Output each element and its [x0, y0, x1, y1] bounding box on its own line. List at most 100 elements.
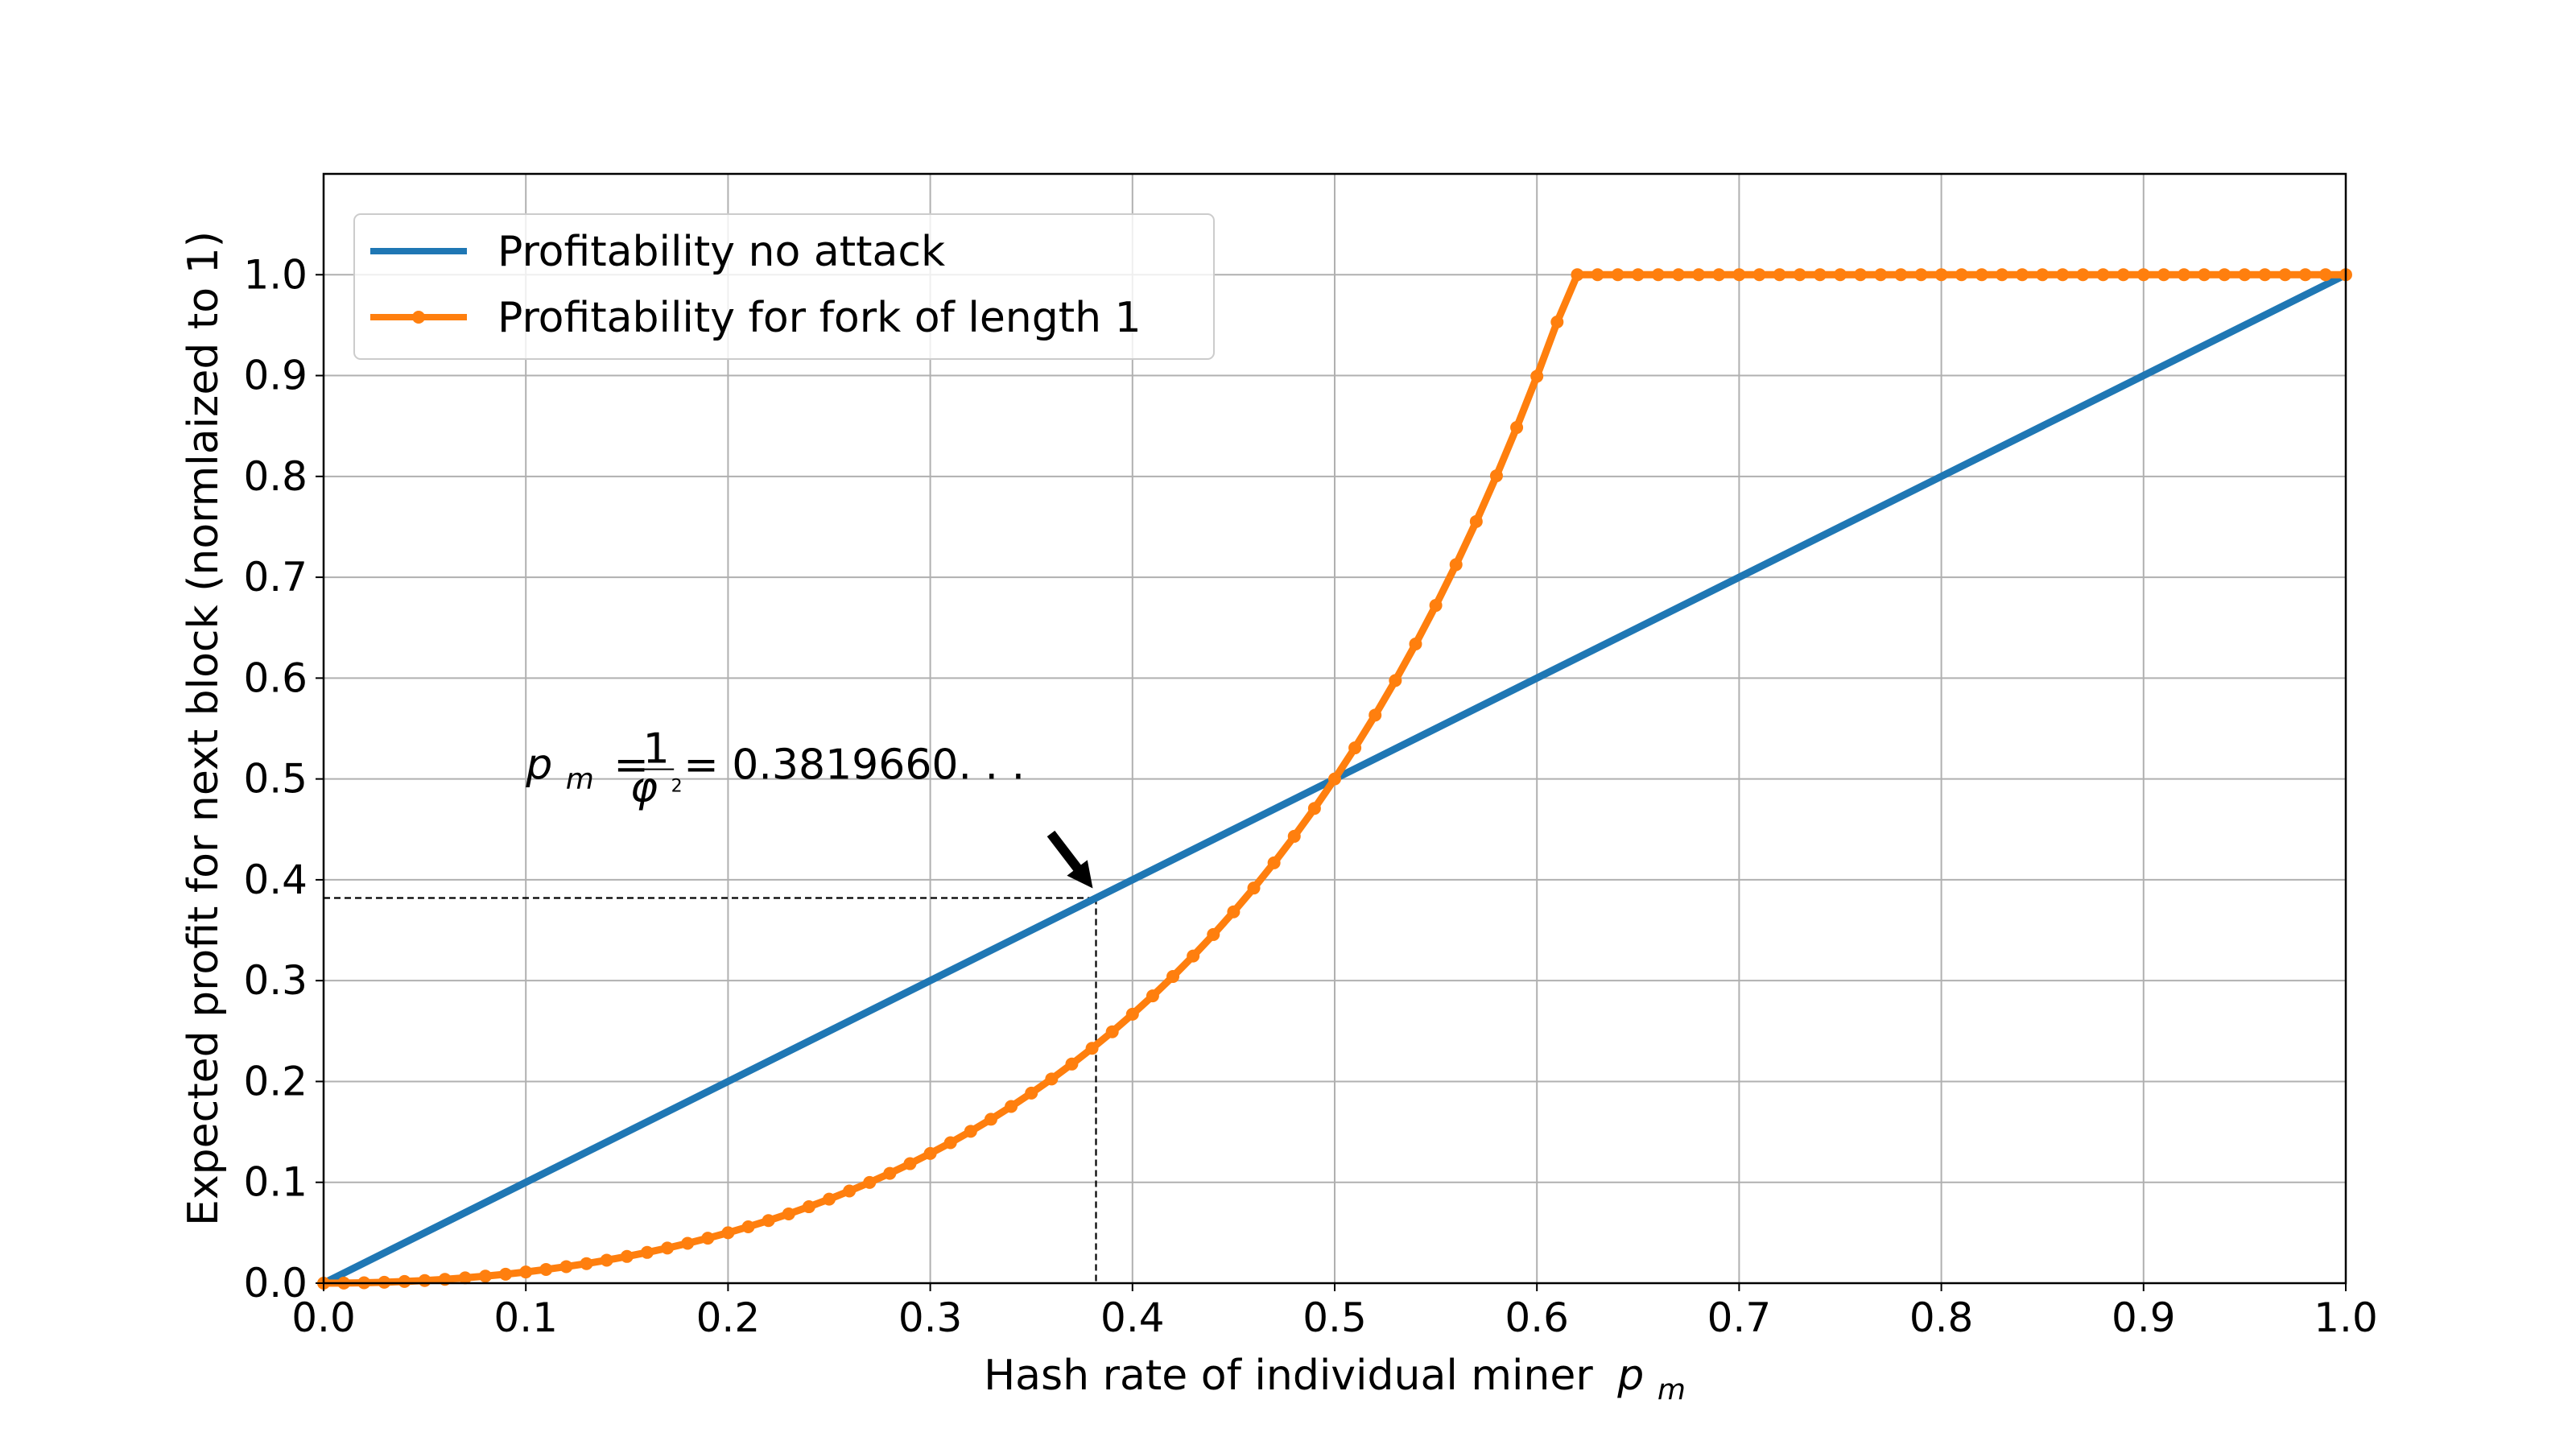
y-tick-label: 0.0 [243, 1260, 308, 1307]
data-point [1752, 268, 1766, 282]
data-point [1550, 316, 1564, 329]
data-point [1934, 268, 1948, 282]
data-point [600, 1253, 613, 1267]
annotation-numerator: 1 [643, 725, 670, 774]
data-point [1469, 514, 1483, 528]
data-point [2016, 268, 2029, 282]
data-point [1085, 1042, 1099, 1055]
legend: Profitability no attack Profitability fo… [353, 213, 1215, 360]
data-point [741, 1220, 755, 1233]
x-tick-label: 0.5 [1302, 1294, 1367, 1341]
series-layer [317, 268, 2352, 1290]
data-point [1874, 268, 1888, 282]
data-point [559, 1260, 573, 1274]
data-point [1227, 905, 1241, 919]
data-point [2278, 268, 2292, 282]
data-point [2198, 268, 2211, 282]
x-tick-label: 0.4 [1100, 1294, 1165, 1341]
data-point [1409, 638, 1422, 651]
annotation-symbol: p [525, 741, 552, 790]
data-point [863, 1175, 877, 1189]
data-point [418, 1274, 431, 1287]
data-point [823, 1192, 836, 1206]
data-point [1672, 268, 1686, 282]
legend-label-fork: Profitability for fork of length 1 [497, 294, 1141, 342]
data-point [883, 1166, 897, 1180]
data-point [1914, 268, 1928, 282]
x-tick-label: 0.8 [1909, 1294, 1974, 1341]
data-point [1449, 558, 1463, 572]
data-point [478, 1269, 492, 1283]
data-point [1005, 1100, 1018, 1113]
data-point [458, 1271, 472, 1285]
data-point [923, 1146, 937, 1160]
data-point [1611, 268, 1624, 282]
data-point [1631, 268, 1645, 282]
x-axis-title-subscript: m [1657, 1373, 1686, 1406]
data-point [762, 1214, 775, 1228]
data-point [1995, 268, 2008, 282]
data-point [2218, 268, 2231, 282]
data-point [499, 1267, 513, 1281]
legend-box [353, 213, 1215, 360]
data-point [580, 1257, 593, 1270]
data-point [701, 1232, 715, 1245]
annotation-value: = 0.3819660. . . [683, 741, 1025, 790]
annotation: p m = 1 φ 2 = 0.3819660. . . [525, 725, 1093, 889]
data-point [1510, 421, 1524, 435]
data-point [1267, 856, 1281, 869]
x-tick-label: 0.1 [493, 1294, 558, 1341]
data-point [1732, 268, 1746, 282]
annotation-arrow [1046, 830, 1093, 889]
data-point [1105, 1025, 1119, 1038]
data-point [398, 1274, 411, 1288]
data-point [1854, 268, 1868, 282]
data-point [1207, 927, 1220, 941]
data-point [1894, 268, 1908, 282]
data-point [1065, 1057, 1079, 1071]
data-point [1834, 268, 1847, 282]
data-point [2178, 268, 2191, 282]
x-axis-title-text: Hash rate of individual miner [984, 1352, 1593, 1400]
data-point [2258, 268, 2272, 282]
data-point [2157, 268, 2170, 282]
y-tick-label: 0.8 [243, 453, 308, 500]
data-point [903, 1157, 917, 1170]
y-tick-label: 0.4 [243, 857, 308, 903]
data-point [539, 1262, 553, 1276]
y-ticks: 0.0 0.1 0.2 0.3 0.4 0.5 0.6 0.7 0.8 0.9 1.0 [243, 251, 324, 1307]
annotation-exponent: 2 [671, 777, 683, 797]
legend-label-no-attack: Profitability no attack [497, 228, 945, 276]
annotation-equals: = [613, 741, 649, 790]
data-point [1287, 829, 1301, 843]
data-point [1247, 881, 1261, 895]
data-point [1125, 1007, 1139, 1021]
data-point [1530, 369, 1544, 383]
data-point [1712, 268, 1726, 282]
x-axis-title-symbol: p [1616, 1352, 1644, 1400]
data-point [1146, 989, 1159, 1003]
y-tick-label: 0.7 [243, 554, 308, 601]
data-point [2136, 268, 2150, 282]
data-point [943, 1136, 957, 1150]
data-point [640, 1245, 654, 1259]
y-tick-label: 0.9 [243, 353, 308, 399]
annotation-lhs: p m = [525, 741, 649, 799]
data-point [721, 1226, 735, 1240]
x-ticks: 0.0 0.1 0.2 0.3 0.4 0.5 0.6 0.7 0.8 0.9 1.0 [291, 1283, 2378, 1341]
data-point [1045, 1072, 1059, 1086]
annotation-denominator: φ 2 [630, 764, 683, 812]
x-tick-label: 1.0 [2314, 1294, 2378, 1341]
data-point [2056, 268, 2070, 282]
data-point [1429, 599, 1443, 613]
data-point [2096, 268, 2110, 282]
y-axis-title: Expected profit for next block (normlaiz… [180, 231, 228, 1226]
data-point [519, 1265, 533, 1279]
data-point [2076, 268, 2090, 282]
data-point [1389, 674, 1402, 687]
x-tick-label: 0.9 [2112, 1294, 2176, 1341]
y-tick-label: 0.6 [243, 654, 308, 701]
series-1 [317, 268, 2352, 1290]
reference-lines [324, 897, 1097, 1283]
